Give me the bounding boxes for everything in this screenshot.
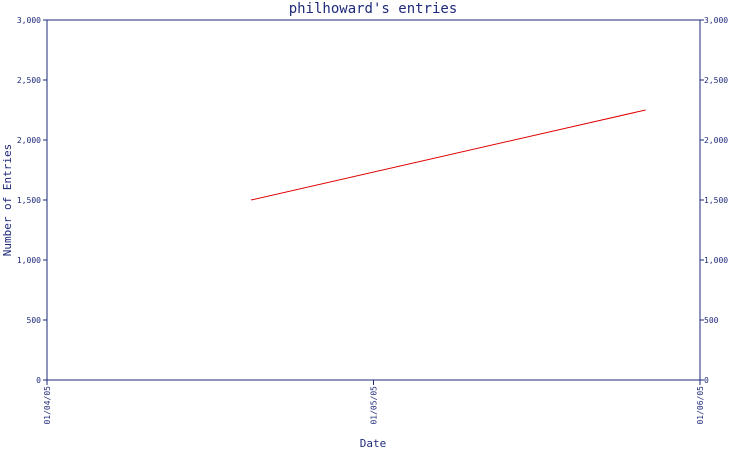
y-tick-label-left: 1,000 [17, 256, 41, 265]
y-axis-label: Number of Entries [1, 144, 14, 257]
x-axis-label: Date [360, 437, 387, 450]
x-tick-label: 01/05/05 [370, 386, 379, 425]
x-tick-label: 01/06/05 [696, 386, 705, 425]
y-tick-label-right: 500 [704, 316, 719, 325]
y-tick-label-right: 2,500 [704, 76, 728, 85]
y-tick-label-right: 3,000 [704, 16, 728, 25]
y-tick-label-right: 2,000 [704, 136, 728, 145]
y-axis-left: 0 500 1,000 1,500 2,000 2,500 3,000 [17, 16, 47, 385]
y-tick-label-left: 2,000 [17, 136, 41, 145]
chart-title: philhoward's entries [289, 1, 458, 17]
y-tick-label-left: 1,500 [17, 196, 41, 205]
x-tick-label: 01/04/05 [43, 386, 52, 425]
y-tick-label-left: 500 [27, 316, 42, 325]
y-tick-label-left: 3,000 [17, 16, 41, 25]
y-tick-label-right: 1,000 [704, 256, 728, 265]
plot-area-frame [46, 19, 701, 381]
series-layer [250, 109, 646, 201]
y-tick-label-left: 0 [36, 376, 41, 385]
y-tick-label-right: 1,500 [704, 196, 728, 205]
series-line-0 [250, 109, 646, 201]
y-axis-right: 0 500 1,000 1,500 2,000 2,500 3,000 [700, 16, 728, 385]
x-axis: 01/04/05 01/05/05 01/06/05 [43, 380, 705, 425]
y-tick-label-left: 2,500 [17, 76, 41, 85]
y-tick-label-right: 0 [704, 376, 709, 385]
